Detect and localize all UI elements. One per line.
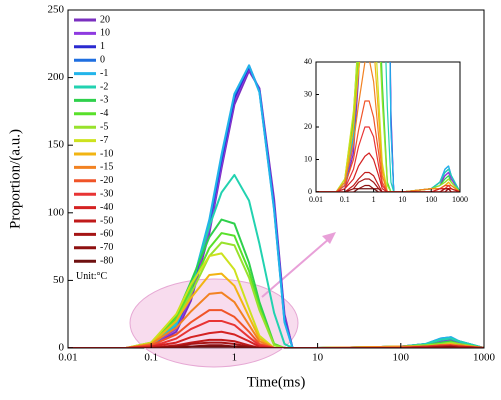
legend-label: 0 <box>100 54 105 65</box>
x-tick-label: 0.01 <box>58 352 77 364</box>
x-tick-label: 0.1 <box>144 352 158 364</box>
legend-label: -4 <box>100 108 108 119</box>
legend: 201010-1-2-3-4-5-7-10-15-20-30-40-50-60-… <box>74 14 113 282</box>
legend-label: 1 <box>100 41 105 52</box>
x-axis-title: Time(ms) <box>247 374 306 390</box>
series-line <box>68 345 484 348</box>
arrow-head <box>322 232 336 244</box>
main-plot <box>68 64 484 348</box>
legend-label: -80 <box>100 255 113 266</box>
arrow <box>261 237 331 298</box>
x-tick-label: 1 <box>232 352 238 364</box>
y-tick-label: 50 <box>53 274 65 286</box>
y-tick-label: 0 <box>59 342 65 354</box>
y-tick-label: 30 <box>304 89 312 98</box>
y-tick-label: 100 <box>48 206 65 218</box>
y-tick-label: 150 <box>48 139 65 151</box>
series-line <box>316 184 460 192</box>
unit-annotation: Unit:°C <box>76 271 108 282</box>
x-tick-label: 1000 <box>452 195 468 204</box>
series-line <box>68 344 484 348</box>
y-tick-label: 250 <box>48 4 65 16</box>
legend-label: -5 <box>100 121 108 132</box>
series-line <box>316 188 460 192</box>
legend-label: -3 <box>100 95 108 106</box>
legend-label: 20 <box>100 14 110 25</box>
x-tick-label: 10 <box>398 195 406 204</box>
legend-label: -50 <box>100 215 113 226</box>
x-tick-label: 100 <box>393 352 410 364</box>
legend-label: -70 <box>100 242 113 253</box>
inset-axes: 0.01 0.1 1 10 100 1000 0 10 20 30 40 <box>304 57 468 204</box>
legend-label: -10 <box>100 148 113 159</box>
legend-label: -20 <box>100 175 113 186</box>
legend-label: -40 <box>100 202 113 213</box>
series-line <box>68 64 484 348</box>
y-tick-label: 10 <box>304 154 312 163</box>
y-tick-label: 200 <box>48 71 65 83</box>
x-tick-label: 1 <box>372 195 376 204</box>
legend-label: -2 <box>100 81 108 92</box>
x-tick-label: 0.01 <box>309 195 323 204</box>
legend-label: -7 <box>100 135 108 146</box>
legend-label: -1 <box>100 68 108 79</box>
legend-label: -15 <box>100 162 113 173</box>
series-line <box>316 178 460 192</box>
x-tick-label: 1000 <box>473 352 496 364</box>
legend-label: -30 <box>100 188 113 199</box>
x-tick-label: 100 <box>425 195 437 204</box>
inset-plot <box>316 62 460 192</box>
y-tick-label: 0 <box>308 187 312 196</box>
y-tick-label: 20 <box>304 122 312 131</box>
x-tick-label: 0.1 <box>340 195 350 204</box>
x-tick-label: 10 <box>312 352 324 364</box>
legend-label: -60 <box>100 229 113 240</box>
y-axis-title: Proportion/(a.u.) <box>7 129 23 229</box>
series-line <box>316 100 460 192</box>
legend-label: 10 <box>100 28 110 39</box>
y-tick-label: 40 <box>304 57 312 66</box>
